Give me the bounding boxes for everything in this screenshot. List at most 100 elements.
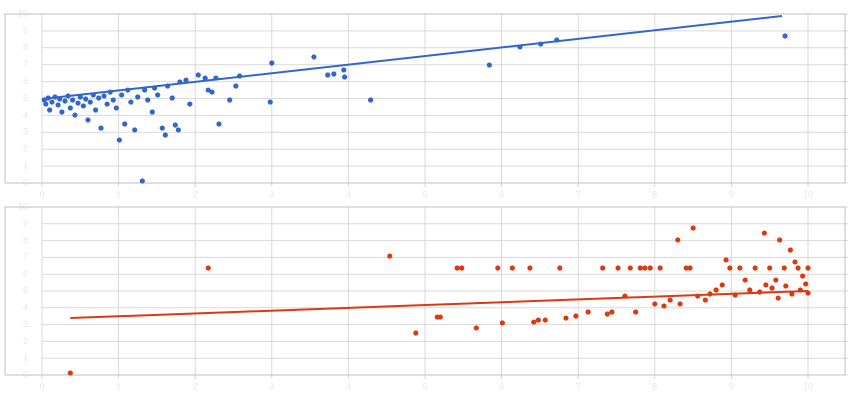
point (795, 265, 801, 271)
point (702, 297, 708, 303)
point (495, 265, 501, 271)
point (169, 95, 175, 101)
point (387, 253, 393, 259)
point (454, 265, 460, 271)
point (535, 317, 541, 323)
point (800, 273, 806, 279)
y-tick-label: 4 (23, 110, 28, 120)
point (43, 101, 49, 107)
point (311, 54, 317, 60)
point (775, 295, 781, 301)
point (767, 265, 773, 271)
point (683, 265, 689, 271)
point (509, 265, 515, 271)
point (175, 127, 181, 133)
point (187, 101, 193, 107)
point (615, 265, 621, 271)
point (752, 265, 758, 271)
point (600, 265, 606, 271)
point (75, 100, 81, 106)
x-tick-label: 1 (116, 381, 121, 391)
y-tick-label: 6 (23, 269, 28, 279)
point (122, 121, 128, 127)
point (642, 265, 648, 271)
point (155, 92, 161, 98)
x-tick-label: 3 (269, 381, 274, 391)
point (325, 72, 331, 78)
point (677, 301, 683, 307)
y-tick-label: 0 (23, 177, 28, 187)
x-tick-label: 8 (652, 189, 657, 199)
point (72, 112, 78, 118)
point (70, 97, 76, 103)
point (761, 230, 767, 236)
x-tick-label: 6 (499, 381, 504, 391)
point (604, 311, 610, 317)
point (67, 105, 73, 111)
x-tick-label: 2 (193, 381, 198, 391)
y-tick-label: 7 (23, 252, 28, 262)
y-tick-label: 3 (23, 127, 28, 137)
point (205, 265, 211, 271)
point (149, 109, 155, 115)
point (139, 178, 145, 184)
x-tick-label: 8 (652, 381, 657, 391)
point (205, 87, 211, 93)
y-tick-label: 2 (23, 336, 28, 346)
point (675, 237, 681, 243)
point (59, 109, 65, 115)
point (267, 99, 273, 105)
point (85, 117, 91, 123)
point (737, 265, 743, 271)
point (413, 330, 419, 336)
y-tick-label: 5 (23, 285, 28, 295)
point (49, 99, 55, 105)
plot-frame (4, 206, 846, 376)
point (227, 97, 233, 103)
point (368, 97, 374, 103)
point (132, 127, 138, 133)
point (128, 99, 134, 105)
x-tick-label: 3 (269, 189, 274, 199)
point (563, 315, 569, 321)
point (637, 265, 643, 271)
y-tick-label: 9 (23, 218, 28, 228)
point (719, 282, 725, 288)
point (183, 77, 189, 83)
point (769, 285, 775, 291)
point (585, 309, 591, 315)
point (80, 103, 86, 109)
point (805, 265, 811, 271)
point (789, 291, 795, 297)
y-tick-label: 10 (18, 201, 28, 211)
point (62, 98, 68, 104)
point (110, 97, 116, 103)
x-tick-label: 2 (193, 189, 198, 199)
point (723, 257, 729, 263)
point (269, 60, 275, 66)
point (159, 125, 165, 131)
y-tick-label: 8 (23, 42, 28, 52)
y-tick-label: 9 (23, 25, 28, 35)
x-tick-label: 1 (116, 189, 121, 199)
x-tick-label: 10 (803, 189, 813, 199)
point (661, 303, 667, 309)
point (647, 265, 653, 271)
point (690, 225, 696, 231)
point (83, 96, 89, 102)
point (727, 265, 733, 271)
point (499, 320, 505, 326)
point (216, 121, 222, 127)
point (609, 309, 615, 315)
point (652, 301, 658, 307)
y-tick-label: 6 (23, 76, 28, 86)
trendline (41, 15, 783, 101)
x-tick-label: 10 (803, 381, 813, 391)
x-tick-label: 5 (422, 381, 427, 391)
point (782, 33, 788, 39)
point (787, 247, 793, 253)
x-tick-label: 5 (422, 189, 427, 199)
point (202, 75, 208, 81)
